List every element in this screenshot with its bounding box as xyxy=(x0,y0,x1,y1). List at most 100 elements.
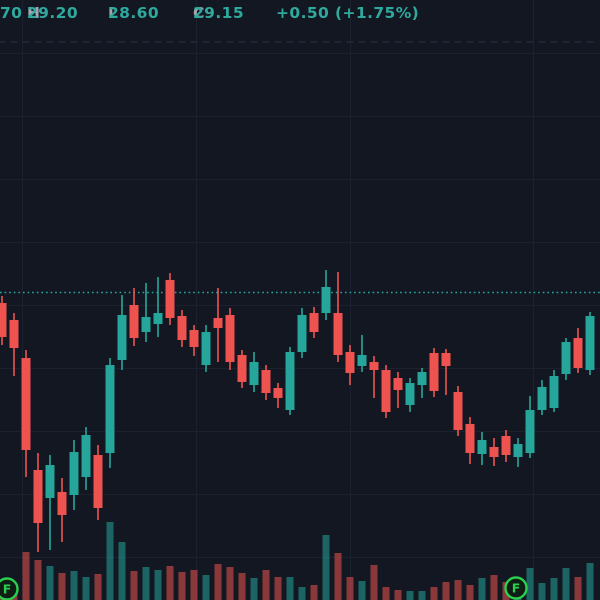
candle-body xyxy=(9,320,19,348)
candle-body xyxy=(525,410,535,453)
volume-bar xyxy=(370,565,378,600)
volume-bar xyxy=(202,575,210,600)
vertical-gridline xyxy=(533,0,534,600)
faint-dash xyxy=(454,41,462,43)
candle-body xyxy=(465,424,475,453)
volume-bar xyxy=(118,542,126,600)
candle-body xyxy=(417,372,427,385)
candle-body xyxy=(501,436,511,455)
volume-bar xyxy=(562,568,570,600)
candle-body xyxy=(33,470,43,523)
candle-body xyxy=(273,388,283,398)
close-value: 29.15 xyxy=(193,4,245,22)
candle-body xyxy=(309,313,319,332)
faint-dash xyxy=(202,41,210,43)
vertical-gridline xyxy=(196,0,197,600)
volume-bar xyxy=(454,580,462,600)
horizontal-gridline xyxy=(0,179,600,180)
candle-body xyxy=(189,330,199,347)
volume-bar xyxy=(70,571,78,600)
faint-dash xyxy=(154,41,162,43)
horizontal-gridline xyxy=(0,494,600,495)
volume-bar xyxy=(286,577,294,600)
horizontal-gridline xyxy=(0,368,600,369)
candle-body xyxy=(81,435,91,477)
faint-dash xyxy=(106,41,114,43)
faint-dash xyxy=(550,41,558,43)
faint-dash xyxy=(250,41,258,43)
volume-bar xyxy=(190,570,198,600)
dividend-marker-letter: F xyxy=(512,581,521,596)
faint-dash xyxy=(442,41,450,43)
candle-body xyxy=(477,440,487,454)
candle-body xyxy=(201,332,211,365)
volume-bar xyxy=(226,567,234,600)
dividend-marker-letter: F xyxy=(3,582,12,597)
volume-bar xyxy=(22,552,30,600)
horizontal-gridline xyxy=(0,431,600,432)
faint-dash xyxy=(22,41,30,43)
candle-wick xyxy=(145,283,147,342)
dividend-marker[interactable]: F xyxy=(504,576,528,600)
candle-wick xyxy=(373,356,375,398)
volume-bar xyxy=(538,583,546,600)
faint-dash xyxy=(262,41,270,43)
volume-bar xyxy=(346,577,354,600)
faint-dash xyxy=(466,41,474,43)
faint-dash xyxy=(382,41,390,43)
faint-dash xyxy=(94,41,102,43)
faint-dash xyxy=(298,41,306,43)
candle-body xyxy=(369,362,379,370)
faint-dash xyxy=(238,41,246,43)
faint-dash xyxy=(334,41,342,43)
volume-bar xyxy=(46,566,54,600)
candle-body xyxy=(573,338,583,368)
volume-bar xyxy=(310,585,318,600)
faint-dash xyxy=(166,41,174,43)
volume-bar xyxy=(322,535,330,600)
candle-body xyxy=(105,365,115,453)
volume-bar xyxy=(442,582,450,600)
faint-dash xyxy=(118,41,126,43)
volume-bar xyxy=(274,577,282,600)
volume-bar xyxy=(94,574,102,600)
faint-dash xyxy=(406,41,414,43)
candle-body xyxy=(429,353,439,391)
faint-dash xyxy=(10,41,18,43)
volume-bar xyxy=(478,578,486,600)
faint-dash xyxy=(322,41,330,43)
vertical-gridline xyxy=(22,0,23,600)
faint-dash xyxy=(370,41,378,43)
faint-dash xyxy=(502,41,510,43)
dividend-marker[interactable]: F xyxy=(0,577,19,600)
volume-bar xyxy=(490,575,498,600)
candle-body xyxy=(213,318,223,328)
candle-body xyxy=(117,315,127,360)
candle-body xyxy=(153,313,163,324)
candle-body xyxy=(21,358,31,450)
candle-body xyxy=(345,352,355,373)
candle-body xyxy=(177,316,187,340)
volume-bar xyxy=(214,564,222,600)
dividend-marker-circle[interactable] xyxy=(504,576,528,600)
volume-bar xyxy=(334,553,342,600)
faint-dash xyxy=(0,41,6,43)
faint-dash xyxy=(226,41,234,43)
horizontal-gridline xyxy=(0,242,600,243)
candle-body xyxy=(405,383,415,405)
faint-dash xyxy=(34,41,42,43)
volume-bar xyxy=(550,578,558,600)
volume-bar xyxy=(394,590,402,600)
volume-bar xyxy=(154,570,162,600)
candle-body xyxy=(393,378,403,390)
volume-bar xyxy=(58,573,66,600)
candle-body xyxy=(93,455,103,508)
change-readout: +0.50 (+1.75%) xyxy=(276,4,420,22)
faint-dash xyxy=(274,41,282,43)
candle-body xyxy=(513,444,523,457)
candle-body xyxy=(561,342,571,374)
faint-dash xyxy=(346,41,354,43)
close-label: C xyxy=(193,4,205,22)
